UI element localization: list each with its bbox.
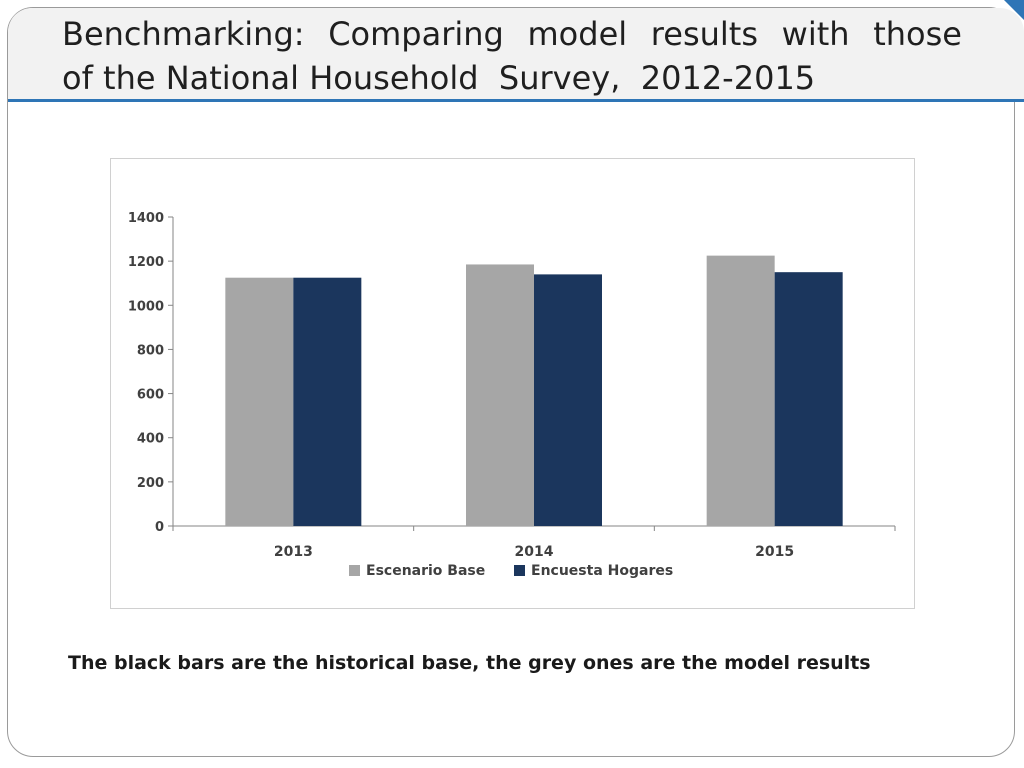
title-underline bbox=[8, 99, 1024, 102]
x-tick-label: 2014 bbox=[515, 544, 554, 560]
bar-encuesta-hogares bbox=[534, 274, 602, 526]
y-tick-label: 200 bbox=[137, 476, 164, 491]
bar-chart: 0 200 400 600 800 1000 1200 1400 2013 2014 2015 Esc… bbox=[128, 211, 896, 579]
legend-label: Escenario Base bbox=[366, 563, 485, 579]
y-tick-label: 1200 bbox=[128, 255, 164, 270]
title-band bbox=[8, 8, 1024, 101]
y-tick-label: 0 bbox=[155, 520, 164, 535]
slide-caption: The black bars are the historical base, … bbox=[68, 652, 871, 674]
bar-escenario-base bbox=[466, 264, 534, 526]
y-tick-label: 800 bbox=[137, 343, 164, 358]
corner-fold-decoration bbox=[1004, 0, 1024, 20]
bar-escenario-base bbox=[706, 255, 775, 526]
title-word: model bbox=[527, 15, 628, 53]
bar-escenario-base bbox=[225, 277, 294, 526]
title-word: results bbox=[650, 15, 758, 53]
legend-swatch bbox=[349, 565, 360, 576]
bar-encuesta-hogares bbox=[293, 277, 362, 526]
y-tick-label: 1400 bbox=[128, 211, 164, 226]
title-word: Benchmarking: bbox=[62, 15, 305, 53]
title-word: those bbox=[873, 15, 962, 53]
bar-encuesta-hogares bbox=[774, 272, 843, 526]
slide-title-line-2: of the National Household Survey, 2012-2… bbox=[62, 59, 816, 97]
y-tick-label: 400 bbox=[137, 432, 164, 447]
slide-title: Benchmarking: Comparing model results wi… bbox=[62, 12, 962, 100]
y-tick-label: 600 bbox=[137, 388, 164, 403]
title-word: with bbox=[781, 15, 850, 53]
title-word: Comparing bbox=[328, 15, 504, 53]
x-tick-label: 2013 bbox=[274, 544, 313, 560]
y-tick-label: 1000 bbox=[128, 299, 164, 314]
x-tick-label: 2015 bbox=[755, 544, 794, 560]
chart-container: 0 200 400 600 800 1000 1200 1400 2013 2014 2015 Esc… bbox=[110, 158, 915, 609]
legend-label: Encuesta Hogares bbox=[531, 563, 673, 579]
legend-swatch bbox=[514, 565, 525, 576]
slide-title-line-1: Benchmarking: Comparing model results wi… bbox=[62, 12, 962, 56]
